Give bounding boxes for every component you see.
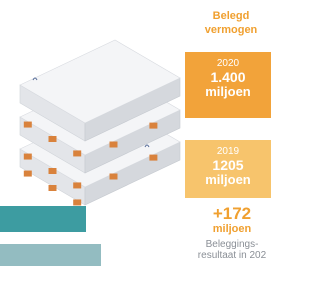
spacer-block [110,174,118,180]
spacer-block [49,185,57,191]
spacer-block [73,150,81,156]
amount: 1205 [185,158,271,173]
result-label: Beleggings- [192,239,272,250]
result-label: resultaat in 202 [192,250,272,261]
spacer-block [73,199,81,205]
unit: miljoen [185,173,271,187]
unit: miljoen [185,85,271,99]
page: Belegd vermogen 2020 1.400 miljoen 2019 … [0,0,271,297]
year-box: 2020 1.400 miljoen [185,52,271,118]
spacer-block [24,171,32,177]
title: Belegd vermogen [196,9,266,37]
result-amount: +172 [192,205,272,223]
spacer-block [24,154,32,160]
spacer-block [73,182,81,188]
spacer-block [49,136,57,142]
spacer-block [110,142,118,148]
spacer-block [24,122,32,128]
amount: 1.400 [185,70,271,85]
spacer-block [149,155,157,161]
spacer-block [49,168,57,174]
slab-illustration [0,0,190,230]
result-unit: miljoen [192,223,272,236]
teal-bar [0,206,86,232]
teal-bar [0,244,101,266]
year-box: 2019 1205 miljoen [185,140,271,198]
result: +172 miljoen Beleggings- resultaat in 20… [192,205,272,261]
spacer-block [149,123,157,129]
